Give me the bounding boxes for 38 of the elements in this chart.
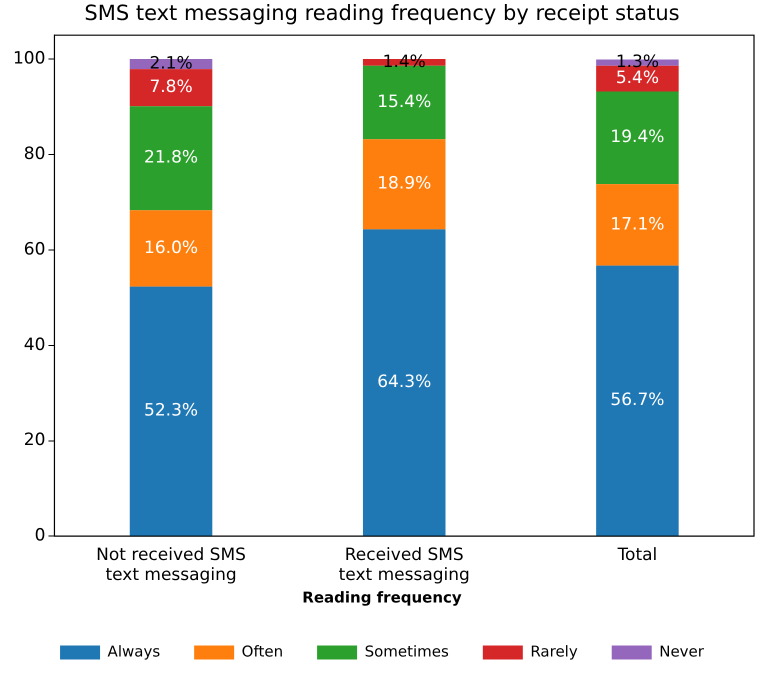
legend-label: Sometimes (364, 642, 450, 660)
y-tick-label: 80 (24, 144, 46, 164)
bar (362, 229, 446, 536)
chart-title: SMS text messaging reading frequency by receipt status (84, 1, 680, 26)
bar (362, 66, 446, 140)
data-label: 7.8% (149, 77, 193, 98)
legend-label: Always (108, 642, 160, 660)
data-label: 21.8% (144, 148, 198, 168)
bar (130, 210, 212, 287)
bar (596, 184, 679, 266)
bar (130, 106, 212, 210)
legend-title: Reading frequency (302, 588, 462, 606)
bar (596, 266, 679, 536)
y-tick-label: 0 (34, 526, 46, 546)
bar (130, 286, 212, 536)
data-label: 56.7% (610, 390, 664, 410)
bar (130, 69, 212, 106)
data-label: 2.1% (149, 53, 193, 74)
bar (362, 139, 446, 230)
y-tick-label: 100 (12, 48, 46, 68)
legend-label: Often (242, 642, 284, 660)
data-label: 5.4% (616, 68, 660, 88)
data-label: 16.0% (144, 238, 198, 258)
y-tick-label: 60 (24, 239, 46, 260)
bar (596, 92, 679, 184)
x-tick-label: Received SMS text messaging (338, 544, 470, 586)
data-label: 19.4% (610, 127, 664, 148)
data-label: 18.9% (377, 174, 432, 194)
legend-label: Never (659, 642, 705, 660)
legend-label: Rarely (530, 642, 578, 660)
y-tick-label: 40 (24, 334, 46, 355)
x-tick-label: Total (616, 544, 658, 565)
data-label: 52.3% (144, 400, 198, 421)
x-tick-label: Not received SMS text messaging (96, 544, 246, 586)
data-label: 17.1% (610, 214, 664, 234)
data-label: 64.3% (377, 372, 432, 392)
y-tick-label: 20 (24, 430, 46, 450)
data-label: 15.4% (377, 92, 432, 112)
